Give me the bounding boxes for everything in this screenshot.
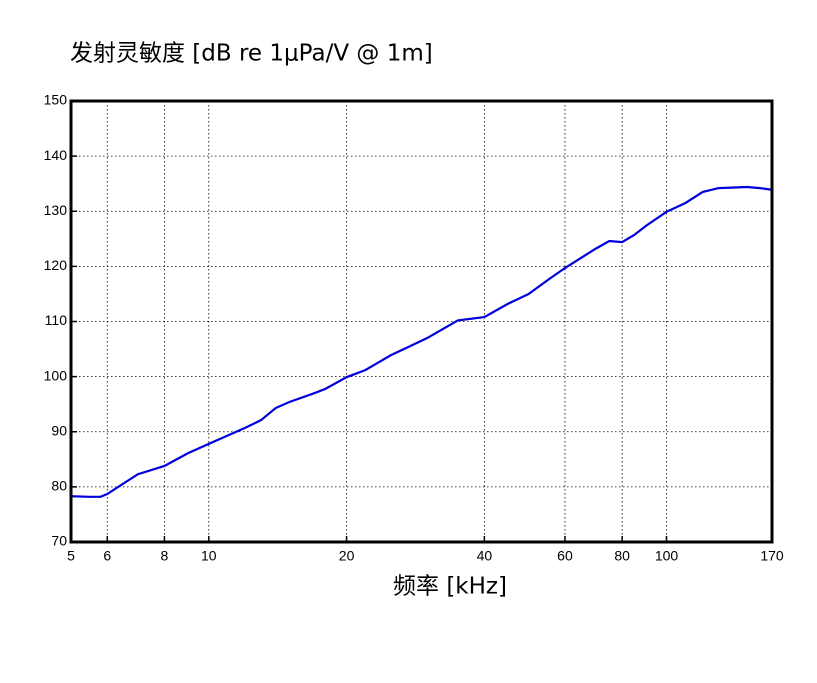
y-tick-label: 90 xyxy=(51,422,67,438)
x-tick-label: 40 xyxy=(477,548,493,564)
y-tick-label: 140 xyxy=(44,147,68,163)
x-tick-label: 10 xyxy=(201,548,217,564)
x-tick-label: 5 xyxy=(67,548,75,564)
x-tick-label: 80 xyxy=(614,548,630,564)
plot-frame xyxy=(69,99,774,544)
y-tick-label: 130 xyxy=(44,202,68,218)
x-tick-label: 20 xyxy=(339,548,355,564)
y-tick-label: 150 xyxy=(44,92,68,108)
y-tick-label: 100 xyxy=(44,367,68,383)
data-line xyxy=(70,185,773,498)
y-tick-label: 70 xyxy=(51,533,67,549)
x-axis-label: 频率 [kHz] xyxy=(393,574,507,600)
x-tick-label: 8 xyxy=(161,548,169,564)
y-tick-label: 120 xyxy=(44,257,68,273)
y-tick-label: 110 xyxy=(45,312,68,328)
y-tick-label: 80 xyxy=(51,478,67,494)
x-tick-label: 170 xyxy=(760,548,784,564)
x-tick-label: 6 xyxy=(103,548,111,564)
chart-title: 发射灵敏度 [dB re 1μPa/V @ 1m] xyxy=(70,41,433,67)
x-tick-label: 100 xyxy=(655,548,679,564)
x-tick-label: 60 xyxy=(557,548,573,564)
